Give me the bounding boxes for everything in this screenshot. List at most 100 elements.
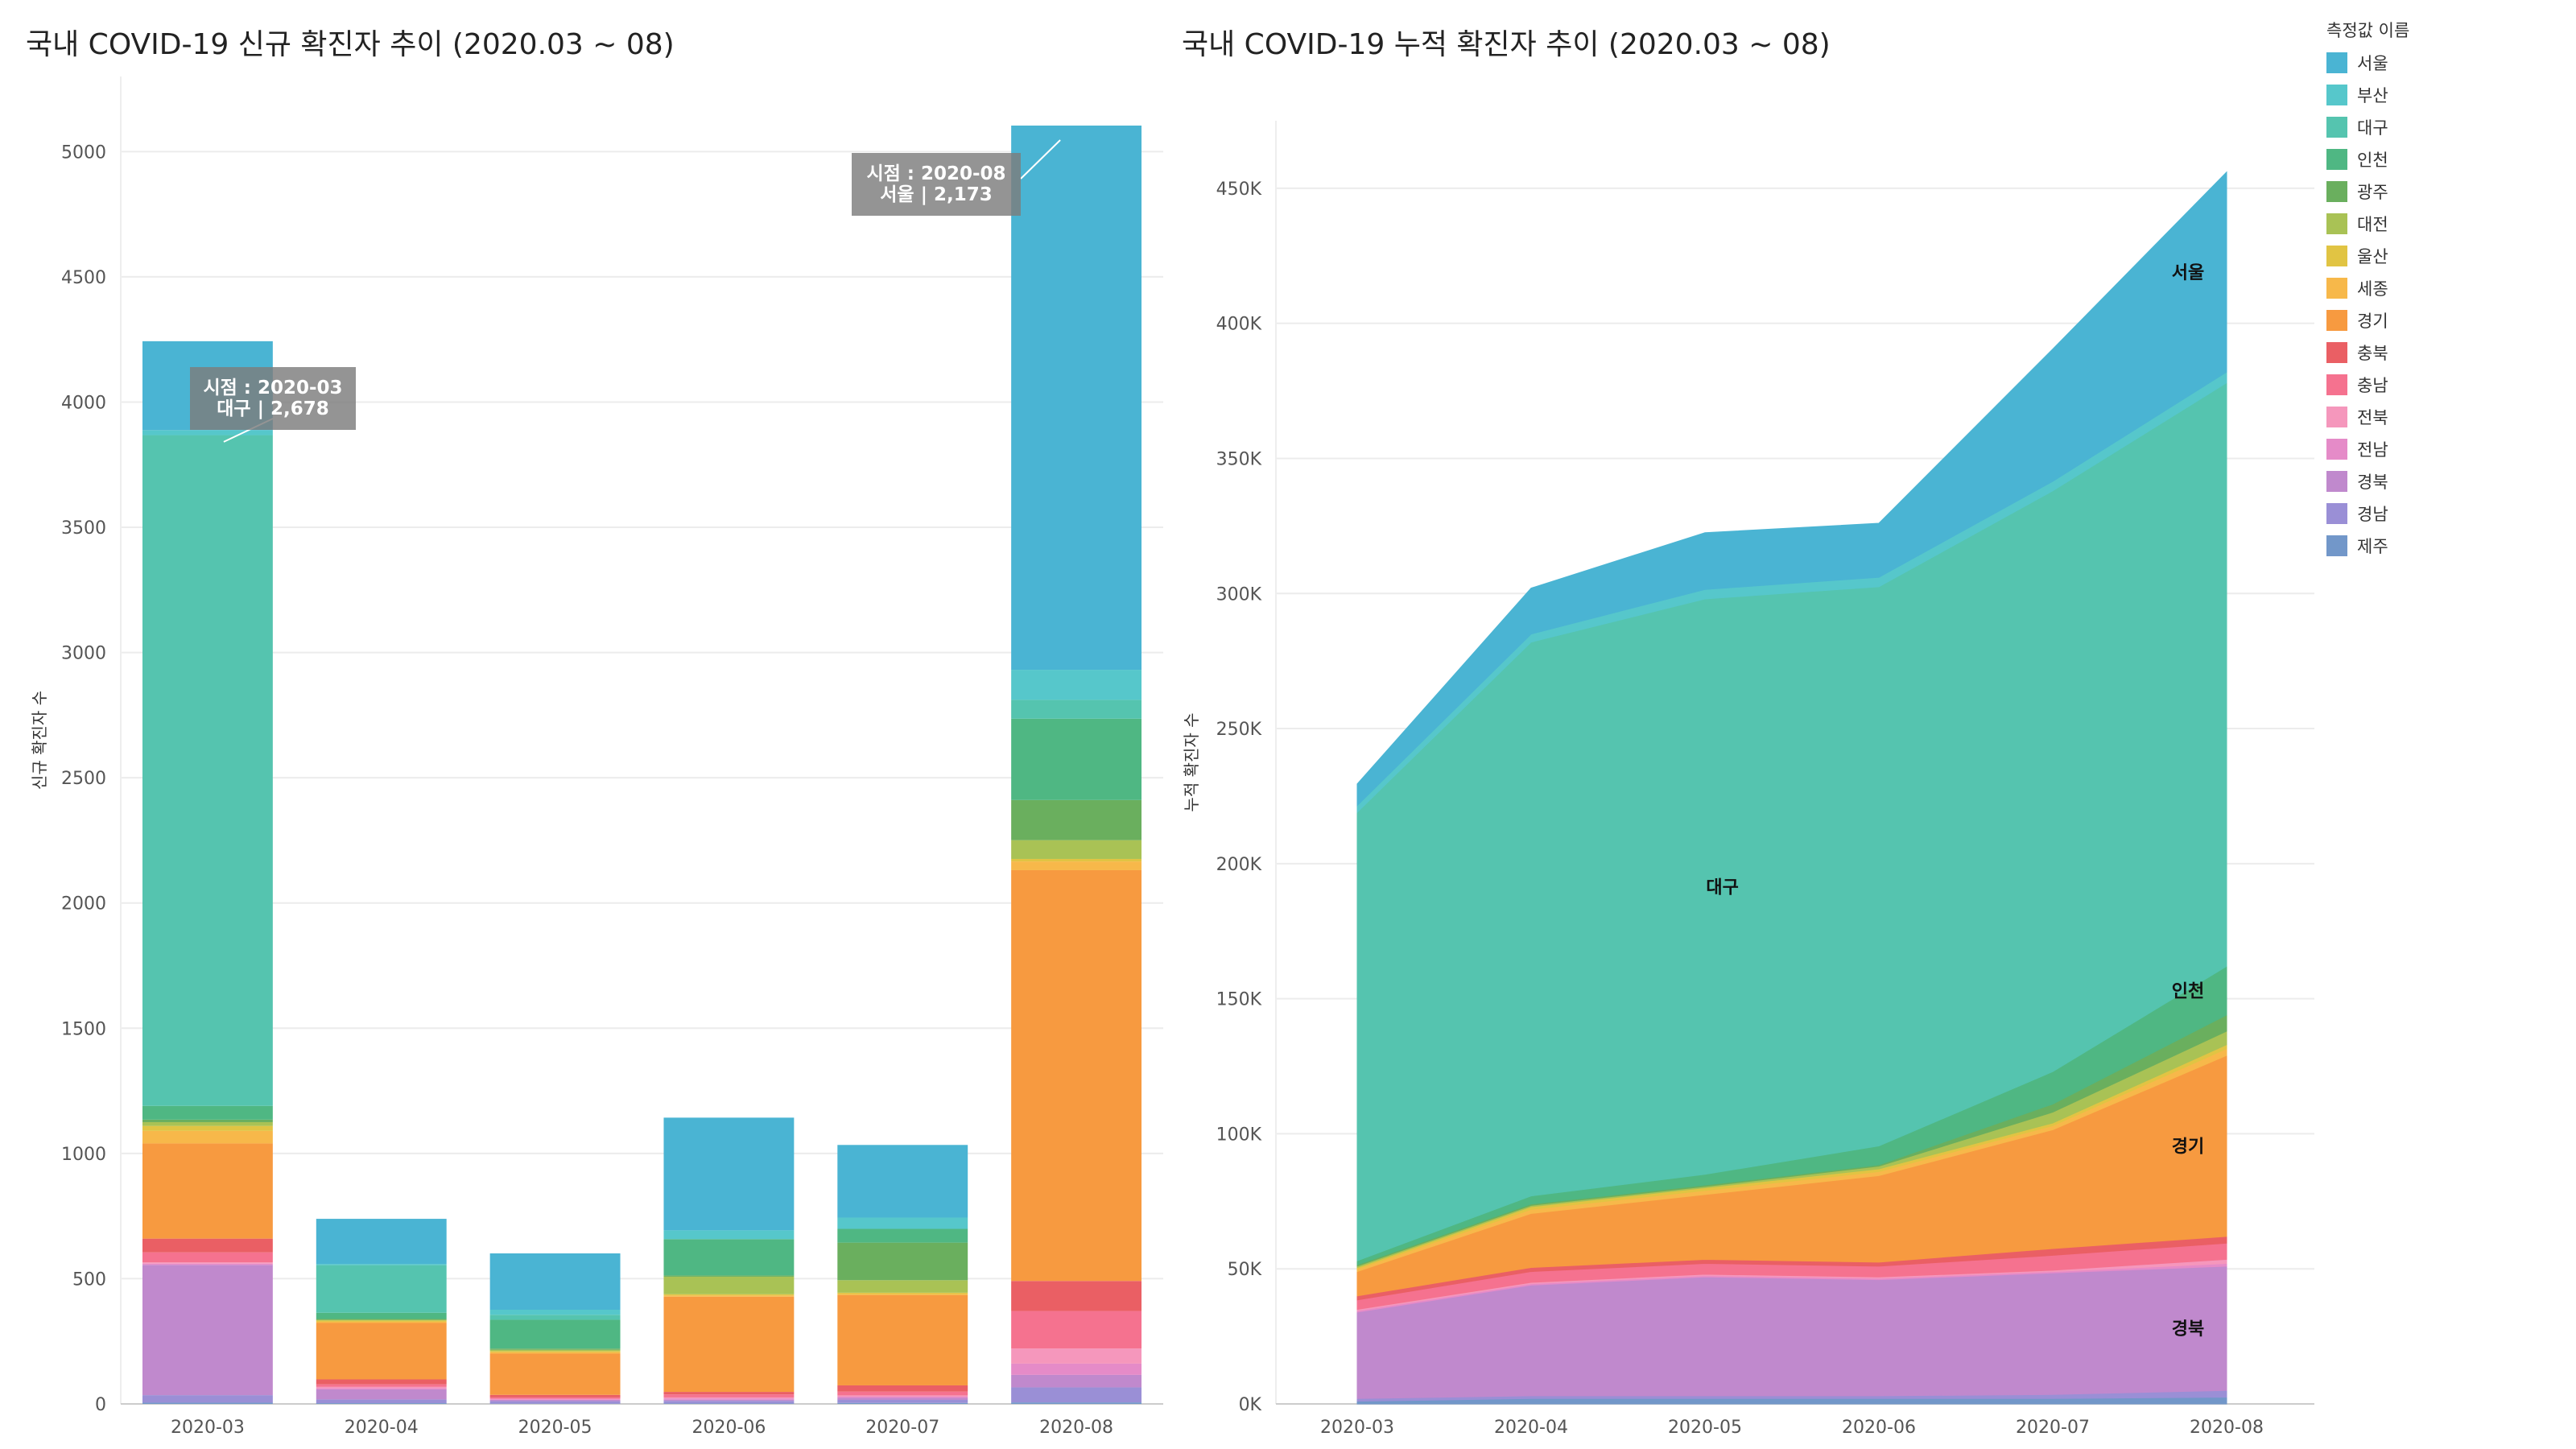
bar-segment [837,1292,968,1294]
legend-item[interactable]: 경남 [2326,497,2409,530]
x-tick-label: 2020-03 [171,1418,245,1438]
y-axis-title: 신규 확진자 수 [30,691,49,790]
bar-segment [489,1397,621,1399]
bar-segment [837,1395,968,1397]
bar-segment [837,1280,968,1293]
bar-segment [489,1349,621,1352]
legend-title: 측정값 이름 [2326,21,2410,40]
x-tick-label: 2020-05 [1668,1418,1742,1438]
bar-segment [1011,861,1142,870]
bar-segment [316,1264,447,1265]
bar-segment [142,1265,273,1396]
y-tick-label: 450K [1216,180,1262,200]
bar-segment [663,1394,795,1397]
bar-segment [316,1265,447,1313]
legend-item[interactable]: 전북 [2326,401,2409,433]
bar-segment [142,1125,273,1131]
legend-swatch [2326,246,2347,266]
legend-label: 광주 [2357,183,2388,202]
right-chart-title: 국내 COVID-19 누적 확진자 추이 (2020.03 ~ 08) [1182,28,1831,61]
legend-swatch [2326,374,2347,395]
annotation-pointer [1020,139,1061,180]
y-axis-title: 누적 확진자 수 [1182,712,1201,811]
bar-segment [1011,799,1142,840]
bar-segment [489,1315,621,1320]
legend-label: 경남 [2357,505,2388,524]
legend-swatch [2326,471,2347,492]
bar-segment [837,1217,968,1229]
legend-item[interactable]: 충남 [2326,369,2409,401]
legend-item[interactable]: 부산 [2326,79,2409,111]
bar-segment [142,1143,273,1239]
y-tick-label: 4000 [61,393,106,413]
bar-segment [1011,1348,1142,1364]
legend-label: 울산 [2357,247,2388,266]
x-tick-label: 2020-07 [2016,1418,2090,1438]
legend-item[interactable]: 서울 [2326,47,2409,79]
bar-segment [142,1121,273,1126]
legend-item[interactable]: 세종 [2326,272,2409,304]
y-tick-label: 4500 [61,268,106,288]
bar-segment [316,1323,447,1380]
bar-segment [489,1310,621,1315]
legend-swatch [2326,439,2347,460]
bar-segment [663,1239,795,1276]
legend-swatch [2326,535,2347,556]
bar-segment [489,1319,621,1349]
bar-segment [1011,1402,1142,1404]
legend-swatch [2326,117,2347,138]
bar-segment [837,1391,968,1396]
legend-item[interactable]: 대전 [2326,208,2409,240]
bar-segment [837,1294,968,1385]
legend-item[interactable]: 제주 [2326,530,2409,562]
area-label: 서울 [2172,263,2204,283]
bar-segment [489,1399,621,1401]
legend-item[interactable]: 경기 [2326,304,2409,336]
bar-segment [489,1348,621,1350]
bar-segment [837,1294,968,1295]
bar-segment [489,1400,621,1402]
legend-item[interactable]: 전남 [2326,433,2409,465]
bar-segment [142,1252,273,1263]
area-label: 대구 [1706,877,1738,898]
legend-swatch [2326,52,2347,73]
bar-segment [1011,1281,1142,1311]
area-label: 경북 [2172,1319,2204,1340]
legend-label: 세종 [2357,279,2388,299]
bar-segment [316,1399,447,1404]
bar-segment [663,1275,795,1277]
legend-item[interactable]: 충북 [2326,336,2409,369]
legend-item[interactable]: 울산 [2326,240,2409,272]
y-tick-label: 1500 [61,1019,106,1039]
bar-segment [1011,840,1142,859]
legend-swatch [2326,407,2347,427]
bar-segment [837,1385,968,1392]
y-tick-label: 200K [1216,855,1262,875]
area-series [1356,171,2227,807]
bar-segment [837,1242,968,1281]
annotation-text: 시점 : 2020-08 [866,163,1005,184]
annotation-text: 대구 | 2,678 [217,398,329,419]
bar-segment [1011,858,1142,862]
bar-segment [489,1351,621,1352]
legend-item[interactable]: 광주 [2326,175,2409,208]
bar-segment [663,1401,795,1404]
annotation-box [190,367,356,430]
bar-segment [663,1392,795,1395]
legend-item[interactable]: 인천 [2326,143,2409,175]
y-tick-label: 250K [1216,720,1262,740]
bar-segment [837,1397,968,1401]
bar-segment [142,1119,273,1122]
legend-item[interactable]: 대구 [2326,111,2409,143]
x-tick-label: 2020-03 [1320,1418,1394,1438]
y-tick-label: 350K [1216,449,1262,469]
bar-segment [316,1321,447,1323]
bar-segment [142,1395,273,1403]
legend-item[interactable]: 경북 [2326,465,2409,497]
y-tick-label: 1000 [61,1145,106,1165]
legend-label: 경기 [2357,312,2388,331]
legend-swatch [2326,149,2347,170]
bar-segment [142,1130,273,1144]
bar-segment [663,1398,795,1400]
